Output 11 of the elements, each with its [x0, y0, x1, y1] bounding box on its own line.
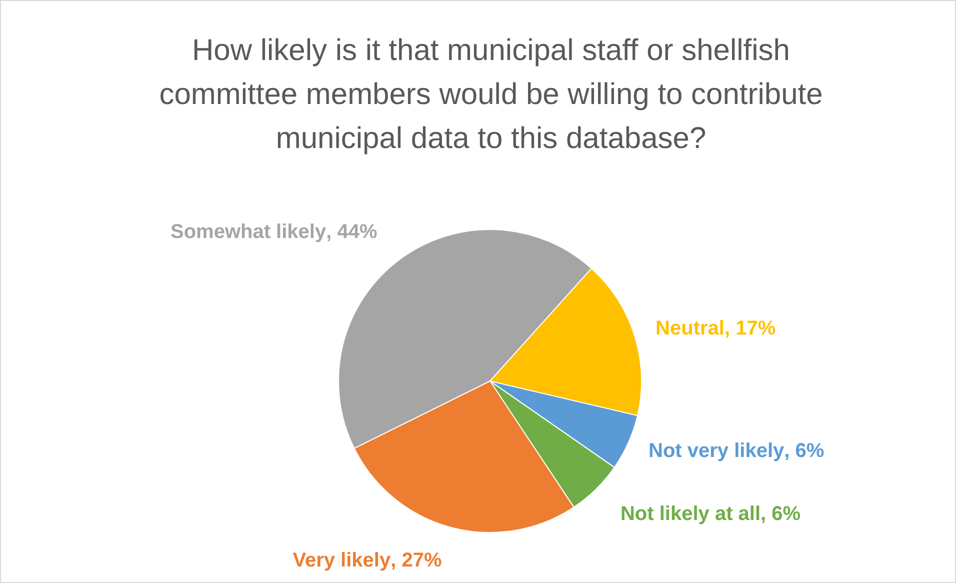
data-label: , 6% — [760, 502, 801, 525]
chart-title: How likely is it that municipal staff or shellfish committee members would be willing to contribute municipal data to this database? — [158, 33, 824, 157]
data-label: , 17% — [724, 318, 776, 340]
data-label: , 27% — [390, 550, 442, 572]
slice-label: Neutral — [656, 318, 724, 340]
data-label: , 6% — [784, 440, 824, 462]
slice-label: Somewhat likely — [170, 220, 327, 243]
slice-label: Not very likely — [648, 440, 785, 462]
data-label: , 44% — [326, 220, 378, 243]
slice-label: Not likely at all — [620, 502, 761, 525]
slice-label: Very likely — [292, 550, 392, 572]
